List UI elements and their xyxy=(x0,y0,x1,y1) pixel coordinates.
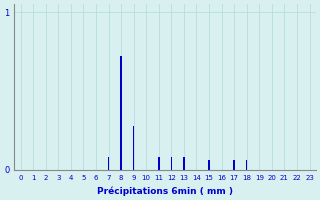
Bar xyxy=(183,157,185,170)
Bar xyxy=(208,160,210,170)
Bar xyxy=(233,160,235,170)
Bar xyxy=(133,126,134,170)
Bar xyxy=(120,56,122,170)
Bar xyxy=(158,157,160,170)
X-axis label: Précipitations 6min ( mm ): Précipitations 6min ( mm ) xyxy=(97,186,233,196)
Bar xyxy=(171,157,172,170)
Bar xyxy=(108,157,109,170)
Bar xyxy=(246,160,247,170)
